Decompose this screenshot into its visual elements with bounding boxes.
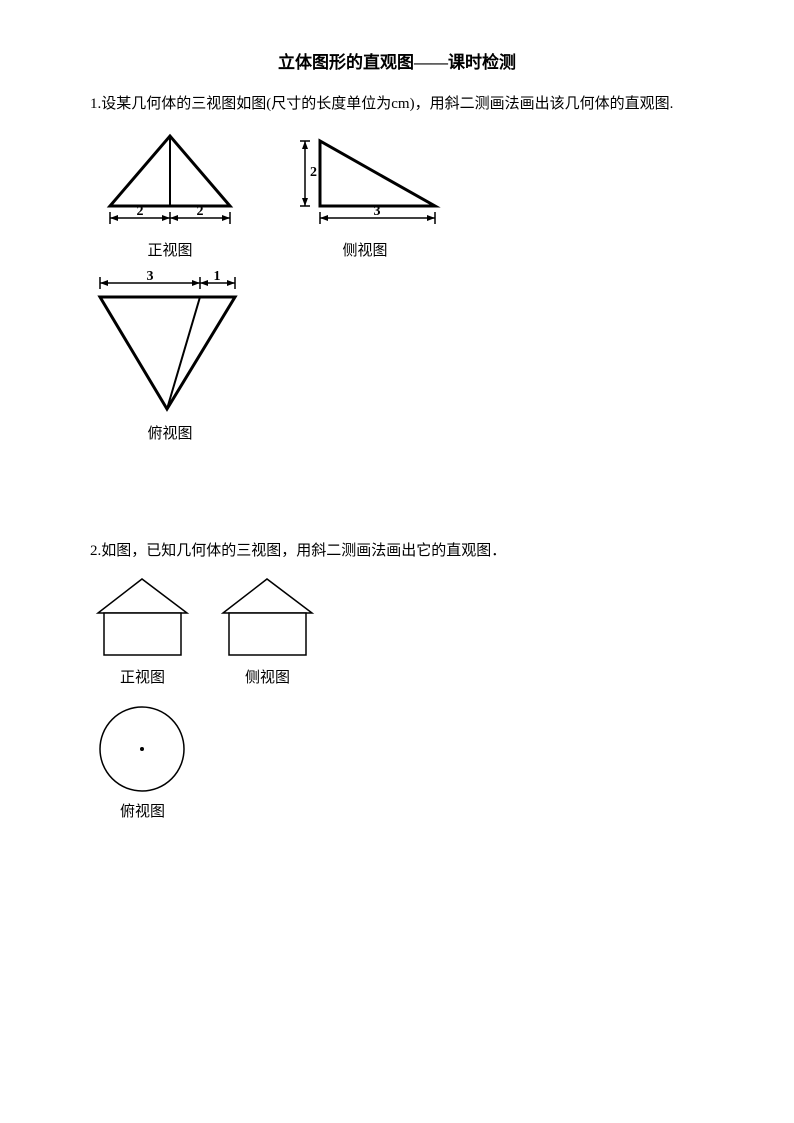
svg-text:3: 3: [374, 204, 381, 219]
q2-side-svg: [215, 573, 320, 663]
q1-side-svg: 2 3: [280, 126, 450, 236]
q2-top-label: 俯视图: [120, 799, 165, 826]
q1-figures-row1: 2 2 正视图 2 3 侧视图: [90, 126, 704, 265]
q1-front-view: 2 2 正视图: [90, 126, 250, 265]
q1-text: 1.设某几何体的三视图如图(尺寸的长度单位为cm)，用斜二测画法画出该几何体的直…: [90, 91, 704, 118]
q2-top-svg: [90, 702, 195, 797]
q2-figures-row1: 正视图 侧视图: [90, 573, 704, 692]
q2-text: 2.如图，已知几何体的三视图，用斜二测画法画出它的直观图．: [90, 538, 704, 565]
svg-text:2: 2: [197, 204, 204, 219]
q1-side-label: 侧视图: [342, 238, 387, 265]
q1-top-label: 俯视图: [147, 421, 192, 448]
q1-front-label: 正视图: [147, 238, 192, 265]
q1-top-view: 3 1 俯视图: [90, 269, 250, 448]
q2-side-view: 侧视图: [215, 573, 320, 692]
svg-text:1: 1: [214, 269, 221, 284]
q2-side-label: 侧视图: [245, 665, 290, 692]
svg-text:2: 2: [310, 165, 317, 180]
q1-side-view: 2 3 侧视图: [280, 126, 450, 265]
svg-text:2: 2: [137, 204, 144, 219]
q1-front-svg: 2 2: [90, 126, 250, 236]
q1-top-svg: 3 1: [85, 269, 255, 419]
q2-top-view: 俯视图: [90, 702, 195, 826]
svg-text:3: 3: [147, 269, 154, 284]
q2-front-label: 正视图: [120, 665, 165, 692]
page-title: 立体图形的直观图——课时检测: [90, 48, 704, 79]
q2-front-svg: [90, 573, 195, 663]
q2-front-view: 正视图: [90, 573, 195, 692]
